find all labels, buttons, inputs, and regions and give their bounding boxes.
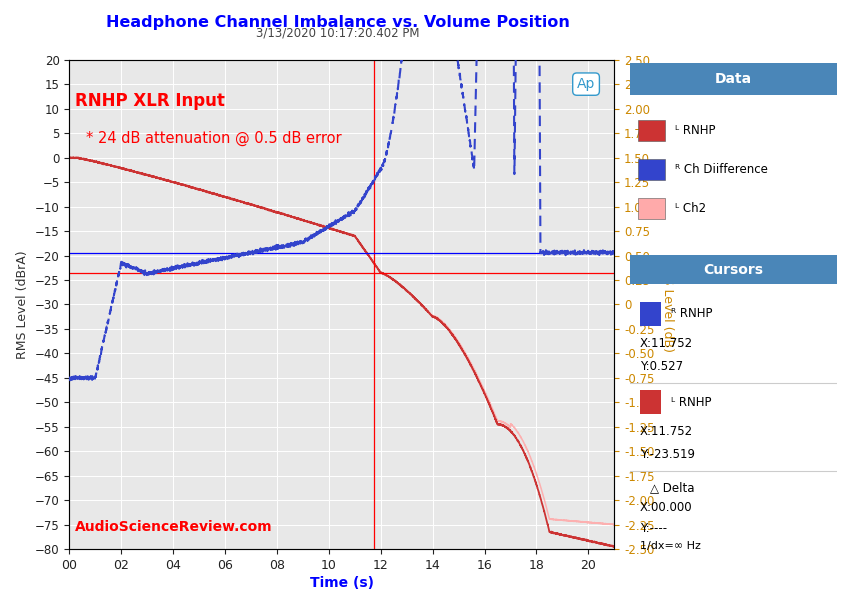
- Bar: [637, 197, 664, 219]
- Text: 3/13/2020 10:17:20.402 PM: 3/13/2020 10:17:20.402 PM: [256, 27, 419, 40]
- Bar: [629, 63, 836, 95]
- Text: Y:-23.519: Y:-23.519: [639, 448, 694, 461]
- Text: * 24 dB attenuation @ 0.5 dB error: * 24 dB attenuation @ 0.5 dB error: [85, 131, 341, 146]
- Bar: [629, 255, 836, 284]
- Text: ᴸ RNHP: ᴸ RNHP: [674, 124, 715, 137]
- Text: ᴿ Ch Diifference: ᴿ Ch Diifference: [674, 163, 767, 176]
- Bar: [637, 119, 664, 141]
- Text: Cursors: Cursors: [702, 263, 762, 277]
- Text: ᴸ RNHP: ᴸ RNHP: [670, 395, 711, 409]
- Text: Ap: Ap: [576, 77, 594, 91]
- Text: Headphone Channel Imbalance vs. Volume Position: Headphone Channel Imbalance vs. Volume P…: [106, 15, 569, 30]
- Bar: [639, 390, 660, 414]
- Y-axis label: RMS Level (dB): RMS Level (dB): [660, 257, 674, 352]
- Text: △ Delta: △ Delta: [650, 481, 694, 494]
- Bar: [639, 302, 660, 326]
- Text: X:00.000: X:00.000: [639, 502, 692, 514]
- Bar: [637, 158, 664, 180]
- X-axis label: Time (s): Time (s): [310, 576, 373, 590]
- Text: RNHP XLR Input: RNHP XLR Input: [74, 92, 225, 110]
- Text: X:11.752: X:11.752: [639, 337, 692, 350]
- Text: Y:0.527: Y:0.527: [639, 360, 682, 373]
- Text: Data: Data: [714, 72, 750, 86]
- Text: 1/dx=∞ Hz: 1/dx=∞ Hz: [639, 541, 700, 551]
- Text: ᴸ Ch2: ᴸ Ch2: [674, 202, 706, 215]
- Text: AudioScienceReview.com: AudioScienceReview.com: [74, 520, 272, 535]
- Y-axis label: RMS Level (dBrA): RMS Level (dBrA): [16, 250, 30, 359]
- Text: Y:----: Y:----: [639, 522, 666, 535]
- Text: ᴿ RNHP: ᴿ RNHP: [670, 307, 711, 320]
- Text: X:11.752: X:11.752: [639, 425, 692, 438]
